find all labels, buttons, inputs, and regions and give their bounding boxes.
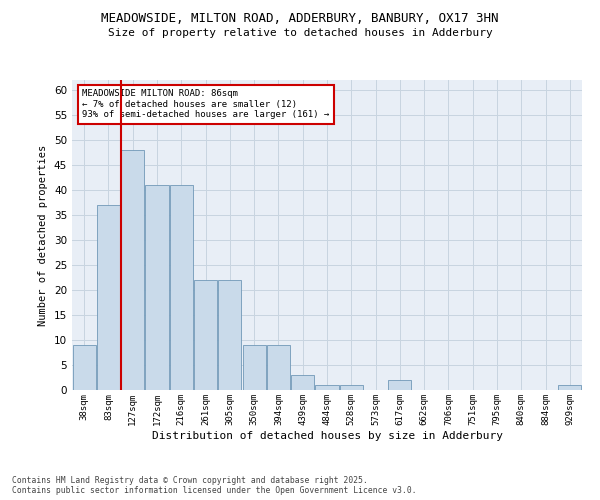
Bar	[291, 375, 314, 390]
Bar	[170, 185, 193, 390]
Bar	[559, 385, 581, 390]
Bar	[316, 385, 338, 390]
Text: Contains HM Land Registry data © Crown copyright and database right 2025.
Contai: Contains HM Land Registry data © Crown c…	[12, 476, 416, 495]
Bar	[194, 280, 217, 390]
X-axis label: Distribution of detached houses by size in Adderbury: Distribution of detached houses by size …	[151, 430, 503, 440]
Bar	[267, 345, 290, 390]
Bar	[121, 150, 144, 390]
Bar	[73, 345, 95, 390]
Bar	[145, 185, 169, 390]
Text: Size of property relative to detached houses in Adderbury: Size of property relative to detached ho…	[107, 28, 493, 38]
Bar	[97, 205, 120, 390]
Bar	[388, 380, 412, 390]
Bar	[340, 385, 363, 390]
Text: MEADOWSIDE MILTON ROAD: 86sqm
← 7% of detached houses are smaller (12)
93% of se: MEADOWSIDE MILTON ROAD: 86sqm ← 7% of de…	[82, 90, 329, 119]
Bar	[242, 345, 266, 390]
Bar	[218, 280, 241, 390]
Text: MEADOWSIDE, MILTON ROAD, ADDERBURY, BANBURY, OX17 3HN: MEADOWSIDE, MILTON ROAD, ADDERBURY, BANB…	[101, 12, 499, 26]
Y-axis label: Number of detached properties: Number of detached properties	[38, 144, 49, 326]
